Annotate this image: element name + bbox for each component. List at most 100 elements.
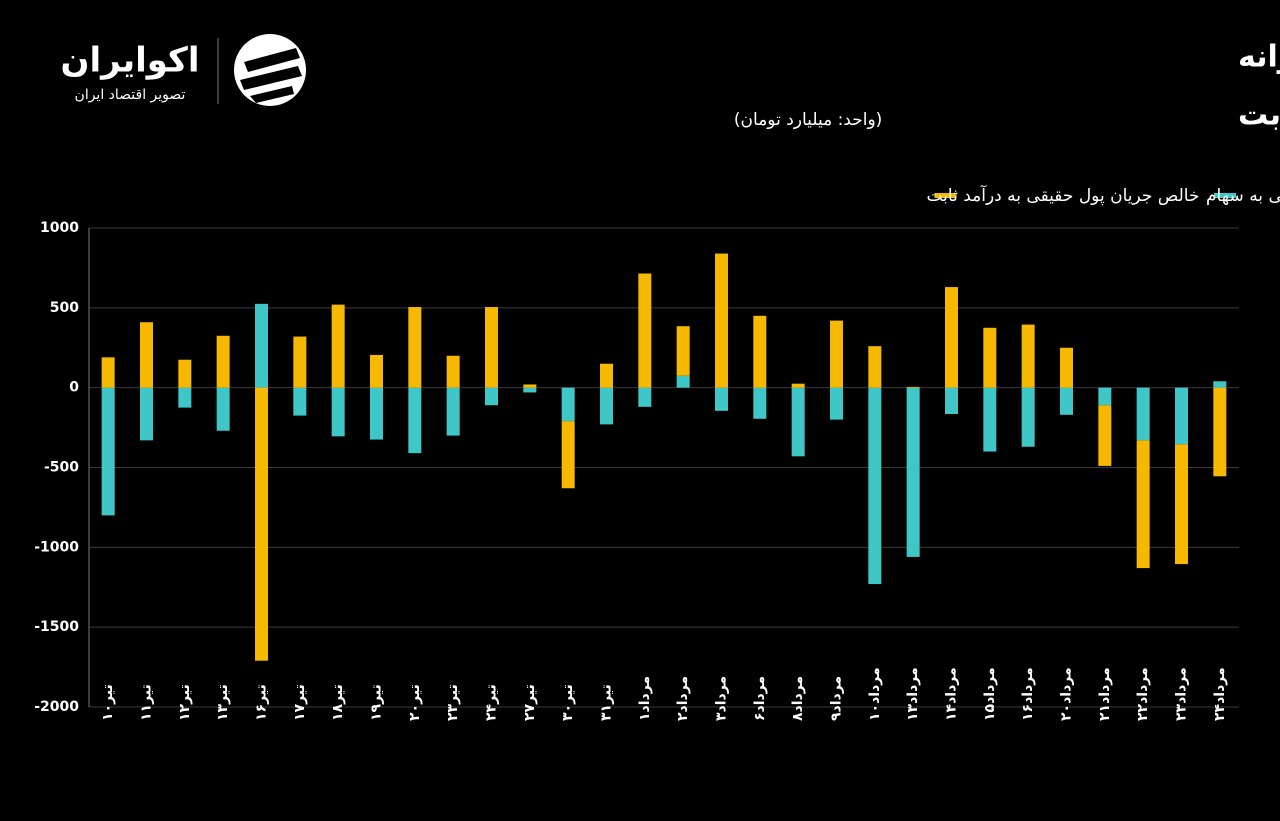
bar [1098, 405, 1112, 466]
bar [715, 253, 728, 388]
bar [1175, 444, 1188, 565]
bar [1060, 387, 1073, 415]
y-tick-label: -2000 [34, 699, 79, 715]
bar [983, 387, 997, 452]
x-tick-label: مرداد۲۲ [1135, 667, 1151, 721]
y-tick-label: -1000 [34, 539, 79, 555]
chart-title: روند جریان پول حقیقی روزانه [1238, 40, 1280, 75]
x-tick-label: مرداد۱۶ [1020, 667, 1036, 721]
y-tick-label: 500 [50, 300, 79, 316]
y-tick-label: -500 [44, 460, 79, 476]
bar [293, 336, 307, 388]
bar [830, 387, 843, 420]
bar [178, 359, 192, 388]
x-tick-label: مرداد۲ [675, 676, 691, 721]
x-tick-label: مرداد۲۳ [1174, 667, 1190, 721]
x-tick-label: تیر۳۰ [560, 684, 576, 721]
bar [1213, 381, 1227, 388]
x-tick-label: مرداد۹ [829, 676, 845, 721]
logo-tagline: تصویر اقتصاد ایران [75, 87, 186, 103]
bar [101, 357, 115, 388]
bar [485, 387, 498, 406]
x-tick-label: تیر۱۲ [177, 684, 193, 721]
bar [830, 320, 843, 388]
x-tick-label: مرداد۲۰ [1059, 667, 1075, 721]
bar [638, 273, 652, 388]
x-tick-label: تیر۲۴ [484, 684, 500, 721]
bar [753, 315, 767, 388]
y-tick-label: 1000 [40, 220, 79, 236]
bar [370, 354, 383, 388]
bar [561, 421, 575, 489]
bar [446, 355, 460, 388]
bar [868, 387, 882, 585]
x-tick-label: تیر۱۸ [330, 684, 346, 721]
x-tick-label: مرداد۱۵ [982, 667, 998, 721]
x-tick-label: مرداد۱۰ [867, 667, 883, 721]
bar [101, 387, 115, 516]
x-tick-label: تیر۱۹ [369, 684, 385, 721]
bar [216, 387, 230, 431]
logo-name: اکوایران [61, 41, 200, 81]
bar [945, 387, 958, 415]
bar [983, 327, 997, 388]
x-tick-label: مرداد۲۱ [1097, 667, 1113, 721]
legend-swatch [1214, 193, 1236, 198]
bar [370, 387, 383, 440]
bar [906, 387, 920, 557]
legend-label: خالص جریان پول حقیقی به درآمد ثابت [926, 184, 1199, 206]
bar [791, 387, 805, 457]
x-tick-label: تیر۲۷ [522, 684, 538, 721]
bar [1021, 387, 1035, 447]
bar [293, 387, 307, 416]
logo-icon [234, 34, 306, 106]
x-tick-label: مرداد۱۳ [905, 667, 921, 721]
bar [791, 383, 805, 388]
bar [216, 335, 230, 388]
x-tick-label: مرداد۳ [714, 676, 730, 721]
bar [1060, 347, 1073, 388]
bar [523, 387, 537, 393]
bar [638, 387, 652, 407]
legend-swatch [934, 193, 957, 198]
x-tick-label: مرداد۱۴ [944, 667, 960, 721]
bar [255, 387, 268, 661]
bar [140, 387, 153, 441]
x-tick-label: مرداد۶ [752, 676, 768, 721]
bar [178, 387, 192, 408]
bar [446, 387, 460, 436]
y-tick-label: 0 [69, 380, 79, 396]
x-tick-label: تیر۱۷ [292, 684, 308, 721]
bar [906, 386, 920, 388]
bar [945, 287, 958, 388]
bar [331, 387, 345, 437]
legend-label: خالص جریان پول حقیقی به سهام [1206, 186, 1280, 206]
bar [1175, 387, 1188, 445]
x-tick-label: مرداد۲۴ [1212, 667, 1228, 721]
y-tick-label: -1500 [34, 619, 79, 635]
x-tick-label: تیر۱۱ [139, 684, 155, 721]
bar [1021, 324, 1035, 388]
x-tick-label: مرداد۸ [790, 676, 806, 721]
bar [1136, 387, 1150, 441]
bar [715, 387, 728, 411]
x-tick-label: تیر۲۳ [445, 684, 461, 721]
bar [600, 363, 613, 388]
chart-title: در سهام و صندوق‌های درآمد ثابت [1238, 96, 1280, 133]
bar [868, 346, 882, 388]
x-tick-label: تیر۱۳ [215, 684, 231, 721]
bar [753, 387, 767, 419]
bar [1213, 387, 1227, 477]
x-tick-label: مرداد۱ [637, 676, 653, 721]
bar [1136, 440, 1150, 569]
bar [523, 384, 537, 388]
bar [408, 307, 422, 388]
bar [485, 307, 498, 388]
subtitle: (واحد: میلیارد تومان) [734, 110, 882, 130]
bar [331, 304, 345, 388]
bar [255, 303, 268, 388]
x-tick-label: تیر۱۶ [254, 684, 270, 721]
x-tick-label: تیر۲۰ [407, 684, 423, 721]
